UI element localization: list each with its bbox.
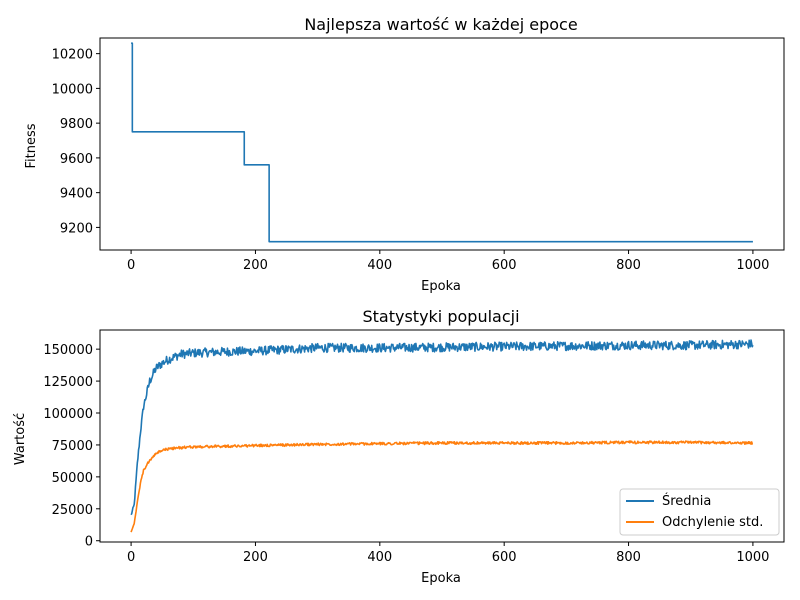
- x-tick-label: 600: [492, 258, 517, 273]
- chart-top: Najlepsza wartość w każdej epoce Epoka F…: [24, 15, 785, 294]
- series-line: [131, 42, 753, 243]
- y-tick-label: 75000: [52, 439, 93, 454]
- legend-label-odchylenie: Odchylenie std.: [662, 515, 763, 530]
- x-axis-label: Epoka: [421, 279, 461, 294]
- x-axis-label: Epoka: [421, 571, 461, 586]
- x-tick-label: 200: [243, 258, 268, 273]
- y-tick-label: 150000: [43, 343, 93, 358]
- chart-title: Statystyki populacji: [362, 307, 519, 326]
- y-tick-label: 50000: [52, 471, 93, 486]
- y-tick-label: 125000: [43, 375, 93, 390]
- x-tick-label: 0: [127, 550, 135, 565]
- y-tick-label: 9600: [60, 152, 93, 167]
- x-tick-label: 800: [616, 258, 641, 273]
- legend-label-srednia: Średnia: [662, 493, 711, 509]
- y-tick-label: 10000: [52, 82, 93, 97]
- legend: Średnia Odchylenie std.: [619, 488, 780, 536]
- y-tick-label: 10200: [52, 48, 93, 63]
- x-tick-label: 400: [367, 258, 392, 273]
- x-tick-label: 800: [616, 550, 641, 565]
- axes-frame: [99, 37, 785, 251]
- x-tick-label: 1000: [736, 550, 769, 565]
- x-tick-label: 400: [367, 550, 392, 565]
- y-tick-label: 25000: [52, 503, 93, 518]
- y-tick-label: 9400: [60, 187, 93, 202]
- series-line: [130, 440, 754, 533]
- chart-title: Najlepsza wartość w każdej epoce: [304, 15, 577, 34]
- x-tick-label: 0: [127, 258, 135, 273]
- x-tick-label: 200: [243, 550, 268, 565]
- chart-bottom: Statystyki populacji Epoka Wartość 0 200 4…: [13, 307, 785, 586]
- plot-area: 0 200 400 600 800 1000 9200 9400 9600 9800 10000 10…: [52, 37, 785, 273]
- legend-box: [619, 488, 780, 536]
- x-tick-label: 600: [492, 550, 517, 565]
- y-tick-label: 0: [85, 535, 93, 550]
- y-axis-label: Wartość: [13, 413, 28, 465]
- series-line: [130, 339, 754, 516]
- axes-frame: [99, 329, 785, 543]
- plot-area: 0 200 400 600 800 1000 0 25000 50000 75000 100000 1…: [43, 329, 785, 565]
- y-tick-label: 9800: [60, 117, 93, 132]
- y-axis-label: Fitness: [24, 123, 39, 168]
- y-tick-label: 9200: [60, 221, 93, 236]
- x-tick-label: 1000: [736, 258, 769, 273]
- y-tick-label: 100000: [43, 407, 93, 422]
